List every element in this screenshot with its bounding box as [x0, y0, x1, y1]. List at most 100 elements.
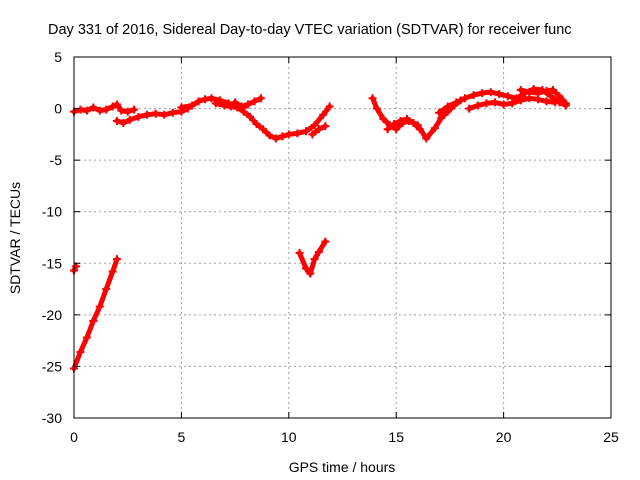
data-point: [321, 237, 330, 246]
data-point: [533, 89, 542, 98]
data-point: [325, 102, 334, 111]
data-point: [379, 114, 388, 123]
data-point: [516, 96, 525, 105]
data-point: [143, 110, 152, 119]
data-point: [130, 105, 139, 114]
data-point: [409, 119, 418, 128]
data-point: [89, 317, 98, 326]
data-point: [207, 94, 216, 103]
data-point: [465, 104, 474, 113]
data-point: [319, 110, 328, 119]
data-points: [70, 84, 570, 373]
data-point: [226, 102, 235, 111]
data-point: [469, 91, 478, 100]
data-point: [546, 92, 555, 101]
series-band-b: [112, 104, 192, 128]
data-point: [503, 92, 512, 101]
data-point: [314, 125, 323, 134]
series-band-d: [211, 99, 334, 143]
data-point: [478, 89, 487, 98]
data-point: [368, 94, 377, 103]
data-point: [112, 116, 121, 125]
data-point: [551, 98, 560, 107]
data-point: [486, 88, 495, 97]
data-point: [308, 130, 317, 139]
data-point: [295, 248, 304, 257]
data-point: [310, 121, 319, 130]
data-point: [95, 302, 104, 311]
y-tick-label: -5: [50, 152, 63, 168]
data-point: [516, 86, 525, 95]
data-point: [415, 125, 424, 134]
series-midday-dip: [295, 237, 330, 278]
data-point: [89, 103, 98, 112]
data-point: [278, 132, 287, 141]
data-point: [237, 102, 246, 111]
data-point: [168, 108, 177, 117]
data-point: [177, 103, 186, 112]
x-tick-label: 0: [70, 429, 78, 445]
data-point: [321, 122, 330, 131]
series-trace: [297, 239, 328, 277]
x-tick-label: 5: [178, 429, 186, 445]
data-point: [306, 269, 315, 278]
data-point: [246, 112, 255, 121]
data-point: [491, 98, 500, 107]
data-point: [499, 100, 508, 109]
data-point: [561, 99, 570, 108]
x-tick-label: 10: [281, 429, 297, 445]
data-point: [314, 247, 323, 256]
data-point: [239, 107, 248, 116]
data-point: [201, 95, 210, 104]
data-point: [123, 107, 132, 116]
data-point: [231, 98, 240, 107]
data-point: [383, 125, 392, 134]
y-tick-label: -20: [42, 307, 62, 323]
data-point: [259, 125, 268, 134]
data-point: [108, 267, 117, 276]
ticks: 0 5 10 15 20 25 5 0 -5 -10 -15 -20 -25 -30: [42, 49, 619, 445]
data-point: [452, 98, 461, 107]
y-tick-label: 5: [54, 49, 62, 65]
series-band-k: [516, 86, 570, 108]
data-point: [437, 113, 446, 122]
data-point: [525, 88, 534, 97]
grid: [74, 57, 611, 418]
data-point: [473, 101, 482, 110]
data-point: [134, 112, 143, 121]
data-point: [542, 87, 551, 96]
data-point: [372, 104, 381, 113]
data-point: [271, 134, 280, 143]
data-point: [508, 99, 517, 108]
x-tick-label: 15: [388, 429, 404, 445]
data-point: [310, 255, 319, 264]
series-band-a: [70, 100, 139, 116]
x-tick-label: 20: [496, 429, 512, 445]
data-point: [284, 130, 293, 139]
series-band-h: [383, 114, 424, 134]
data-point: [160, 110, 169, 119]
y-tick-label: -30: [42, 410, 62, 426]
data-point: [125, 115, 134, 124]
data-point: [252, 120, 261, 129]
data-point: [151, 109, 160, 118]
series-band-g: [368, 94, 465, 143]
y-axis-label: SDTVAR / TECUs: [7, 182, 23, 294]
series-trace: [114, 106, 191, 126]
y-tick-label: -25: [42, 358, 62, 374]
data-point: [220, 101, 229, 110]
data-point: [102, 105, 111, 114]
data-point: [402, 114, 411, 123]
x-axis-label: GPS time / hours: [289, 459, 396, 475]
data-point: [211, 99, 220, 108]
data-point: [250, 97, 259, 106]
series-band-e: [231, 94, 265, 111]
data-point: [482, 99, 491, 108]
data-point: [256, 94, 265, 103]
series-trace: [71, 256, 120, 371]
data-point: [422, 134, 431, 143]
data-point: [460, 94, 469, 103]
plot-frame: [73, 56, 612, 419]
data-point: [443, 102, 452, 111]
